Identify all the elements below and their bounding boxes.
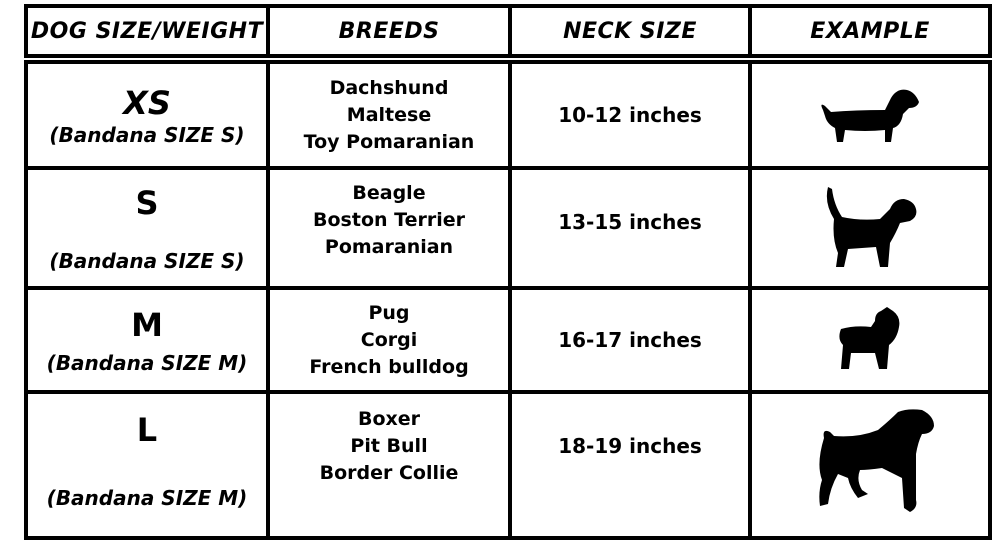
neck-cell-s: 13-15 inches (508, 166, 752, 290)
example-cell-xs (748, 60, 992, 170)
breed: Beagle (352, 182, 426, 204)
neck-cell-m: 16-17 inches (508, 286, 752, 394)
neck-size: 16-17 inches (558, 328, 702, 352)
beagle-silhouette-icon (826, 187, 917, 267)
bandana-label: (Bandana SIZE M) (46, 351, 248, 375)
size-cell-xs: XS (Bandana SIZE S) (24, 60, 270, 170)
example-cell-m (748, 286, 992, 394)
boxer-silhouette-icon (818, 409, 934, 512)
breed: Maltese (346, 103, 432, 126)
breed: Pug (368, 301, 410, 324)
neck-cell-l: 18-19 inches (508, 390, 752, 540)
header-neck-size: NECK SIZE (508, 4, 752, 58)
breed: Pit Bull (350, 435, 428, 457)
breed: Boston Terrier (313, 209, 465, 231)
breed: French bulldog (309, 355, 469, 378)
bandana-label: (Bandana SIZE S) (49, 249, 245, 273)
breeds-cell-xs: Dachshund Maltese Toy Pomaranian (266, 60, 512, 170)
neck-cell-xs: 10-12 inches (508, 60, 752, 170)
size-label: M (131, 306, 163, 344)
size-label: L (136, 411, 158, 449)
breeds-cell-l: Boxer Pit Bull Border Collie (266, 390, 512, 540)
header-example: EXAMPLE (748, 4, 992, 58)
neck-size: 13-15 inches (558, 210, 702, 234)
bandana-label: (Bandana SIZE M) (46, 486, 248, 510)
example-cell-s (748, 166, 992, 290)
breed: Pomaranian (324, 236, 454, 258)
header-dog-size: DOG SIZE/WEIGHT (24, 4, 270, 58)
size-label: XS (123, 84, 171, 122)
neck-size: 18-19 inches (558, 434, 702, 458)
dachshund-silhouette-icon (821, 89, 919, 142)
example-cell-l (748, 390, 992, 540)
size-cell-l: L (Bandana SIZE M) (24, 390, 270, 540)
bulldog-silhouette-icon (839, 307, 900, 369)
breed: Boxer (357, 408, 421, 430)
neck-size: 10-12 inches (558, 103, 702, 127)
breeds-cell-m: Pug Corgi French bulldog (266, 286, 512, 394)
size-label: S (135, 184, 159, 222)
breed: Corgi (360, 328, 418, 351)
header-breeds: BREEDS (266, 4, 512, 58)
size-cell-m: M (Bandana SIZE M) (24, 286, 270, 394)
bandana-label: (Bandana SIZE S) (49, 123, 245, 147)
breeds-cell-s: Beagle Boston Terrier Pomaranian (266, 166, 512, 290)
breed: Toy Pomaranian (303, 130, 475, 153)
breed: Dachshund (329, 76, 449, 99)
size-cell-s: S (Bandana SIZE S) (24, 166, 270, 290)
breed: Border Collie (319, 462, 459, 484)
dog-size-table: DOG SIZE/WEIGHT BREEDS NECK SIZE EXAMPLE… (24, 4, 992, 544)
